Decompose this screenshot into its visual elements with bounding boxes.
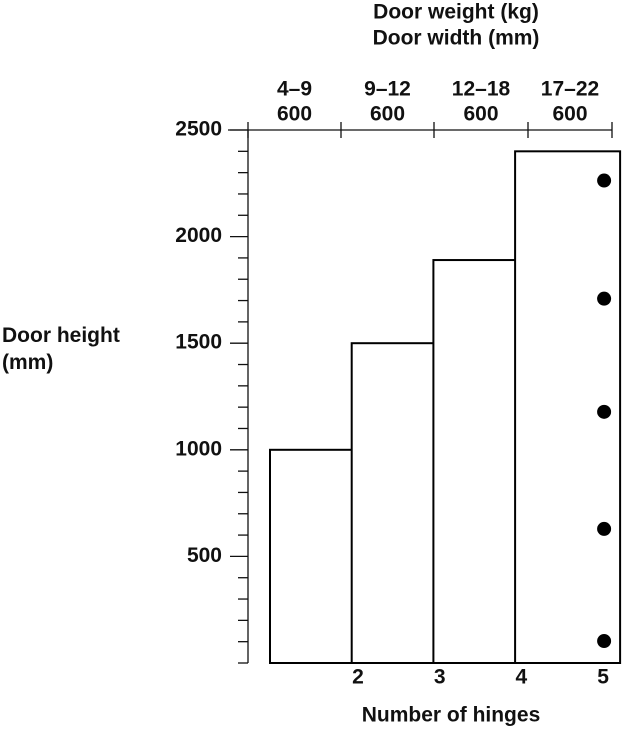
weight-label: 17–22 [541, 78, 599, 101]
y-axis-label: Door height (mm) [2, 324, 120, 374]
width-label: 600 [370, 103, 405, 126]
x-tick-label: 5 [597, 666, 609, 689]
width-label: 600 [552, 103, 587, 126]
weight-label: 9–12 [364, 78, 411, 101]
hinge [597, 291, 612, 306]
weight-label: 4–9 [277, 78, 312, 101]
door [514, 150, 622, 664]
chart-subtitle: Door width (mm) [373, 27, 540, 50]
x-tick-label: 3 [434, 666, 446, 689]
hinge [597, 521, 612, 536]
y-tick-label: 1000 [175, 437, 222, 460]
hinge [597, 404, 612, 419]
y-tick-label: 2000 [175, 224, 222, 247]
chart-title: Door weight (kg) [373, 1, 539, 24]
weight-label: 12–18 [452, 78, 511, 101]
y-tick-label: 1500 [175, 331, 222, 354]
x-axis-label: Number of hinges [362, 704, 541, 727]
x-tick-label: 2 [352, 666, 364, 689]
hinge [597, 634, 612, 649]
x-tick-label: 4 [516, 666, 528, 689]
hinge [597, 173, 612, 188]
width-label: 600 [277, 103, 312, 126]
width-label: 600 [463, 103, 498, 126]
y-tick-label: 500 [187, 544, 222, 567]
y-tick-label: 2500 [175, 118, 222, 141]
